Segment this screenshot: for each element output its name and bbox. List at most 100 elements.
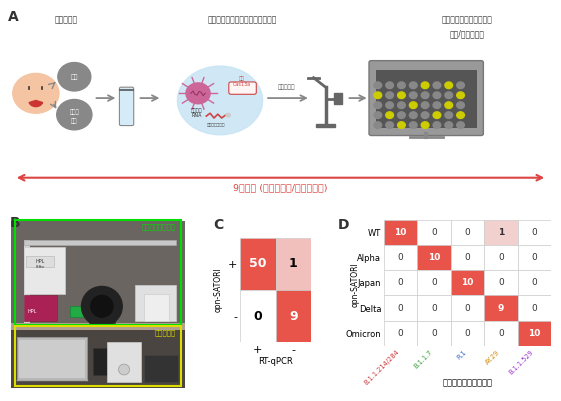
- Text: 唾液: 唾液: [71, 74, 78, 79]
- Circle shape: [57, 99, 92, 130]
- Wedge shape: [29, 100, 43, 107]
- Circle shape: [457, 92, 465, 99]
- Text: 粘膜: 粘膜: [71, 118, 77, 124]
- Text: RT-qPCR: RT-qPCR: [258, 357, 293, 366]
- Circle shape: [421, 122, 429, 128]
- Text: ウイルスの自動個数定量: ウイルスの自動個数定量: [442, 15, 493, 24]
- Bar: [24, 241, 176, 245]
- Circle shape: [374, 102, 381, 109]
- Circle shape: [386, 112, 393, 118]
- FancyBboxPatch shape: [229, 82, 256, 94]
- Circle shape: [398, 112, 405, 118]
- Circle shape: [410, 82, 417, 89]
- Circle shape: [13, 73, 59, 113]
- Circle shape: [374, 82, 381, 89]
- Circle shape: [386, 102, 393, 109]
- Bar: [93, 348, 115, 375]
- Circle shape: [433, 112, 441, 118]
- Bar: [24, 296, 57, 321]
- Text: HPL: HPL: [28, 309, 37, 314]
- Bar: [11, 324, 185, 330]
- Text: D: D: [338, 218, 350, 232]
- Circle shape: [186, 83, 210, 104]
- Bar: [24, 241, 30, 324]
- FancyBboxPatch shape: [369, 61, 484, 136]
- Circle shape: [433, 82, 441, 89]
- Circle shape: [457, 82, 465, 89]
- Circle shape: [410, 102, 417, 109]
- Circle shape: [386, 92, 393, 99]
- Circle shape: [386, 122, 393, 128]
- Bar: [334, 93, 342, 104]
- Text: 新種
Cas13a: 新種 Cas13a: [233, 76, 251, 87]
- FancyBboxPatch shape: [119, 87, 134, 126]
- Bar: [144, 294, 168, 321]
- Circle shape: [433, 122, 441, 128]
- Text: 蛍光顕微鏡: 蛍光顕微鏡: [155, 330, 176, 336]
- Bar: [15, 220, 181, 325]
- Bar: [107, 342, 141, 382]
- Text: 陽性/変異株判定: 陽性/変異株判定: [450, 29, 485, 38]
- Text: 自動ロボットによるサンプル調整: 自動ロボットによるサンプル調整: [208, 15, 277, 24]
- Ellipse shape: [177, 66, 263, 135]
- Circle shape: [421, 82, 429, 89]
- Text: 蛍光レポーター: 蛍光レポーター: [207, 123, 226, 127]
- Circle shape: [81, 286, 122, 326]
- Text: B: B: [10, 216, 20, 230]
- Circle shape: [410, 122, 417, 128]
- Bar: [135, 285, 176, 321]
- Circle shape: [398, 82, 405, 89]
- Text: 検体の採取: 検体の採取: [54, 15, 77, 24]
- Circle shape: [457, 112, 465, 118]
- Circle shape: [410, 112, 417, 118]
- Circle shape: [398, 122, 405, 128]
- Bar: [26, 256, 54, 267]
- Text: A: A: [8, 10, 19, 24]
- Circle shape: [386, 82, 393, 89]
- Bar: [144, 355, 178, 382]
- Circle shape: [433, 92, 441, 99]
- Circle shape: [445, 122, 453, 128]
- Bar: [70, 306, 85, 317]
- Text: 9分以内 (全自動陽性/変異株判定): 9分以内 (全自動陽性/変異株判定): [233, 183, 328, 192]
- Circle shape: [398, 92, 405, 99]
- Text: C: C: [213, 218, 223, 232]
- Bar: [17, 337, 87, 380]
- Circle shape: [410, 92, 417, 99]
- Text: 自動分注ロボット: 自動分注ロボット: [142, 223, 176, 230]
- Bar: [11, 221, 185, 324]
- Circle shape: [374, 122, 381, 128]
- Circle shape: [421, 92, 429, 99]
- Bar: [89, 307, 115, 324]
- Bar: [11, 330, 185, 387]
- Text: のどの: のどの: [70, 109, 79, 115]
- Circle shape: [421, 112, 429, 118]
- Circle shape: [445, 112, 453, 118]
- Circle shape: [91, 296, 113, 317]
- Bar: [376, 70, 477, 128]
- Text: ウイルス
RNA: ウイルス RNA: [191, 107, 203, 118]
- Bar: [24, 247, 65, 294]
- Bar: [15, 326, 181, 386]
- Text: opn-SATORI: opn-SATORI: [214, 268, 223, 312]
- Circle shape: [226, 113, 231, 117]
- Bar: [316, 124, 335, 128]
- Circle shape: [445, 102, 453, 109]
- Circle shape: [118, 364, 130, 375]
- Circle shape: [374, 112, 381, 118]
- Text: 自動顕微鏡: 自動顕微鏡: [277, 84, 295, 89]
- Circle shape: [398, 102, 405, 109]
- Bar: [19, 340, 85, 378]
- Text: 全ゲノムシークエンス: 全ゲノムシークエンス: [443, 379, 493, 387]
- Circle shape: [457, 122, 465, 128]
- Circle shape: [58, 63, 91, 91]
- Circle shape: [457, 102, 465, 109]
- Circle shape: [421, 102, 429, 109]
- Circle shape: [374, 92, 381, 99]
- Circle shape: [445, 82, 453, 89]
- Circle shape: [445, 92, 453, 99]
- Text: δ.δα: δ.δα: [35, 265, 44, 269]
- Text: HPL: HPL: [35, 259, 44, 264]
- Text: opn-SATORI: opn-SATORI: [351, 262, 360, 307]
- Circle shape: [433, 102, 441, 109]
